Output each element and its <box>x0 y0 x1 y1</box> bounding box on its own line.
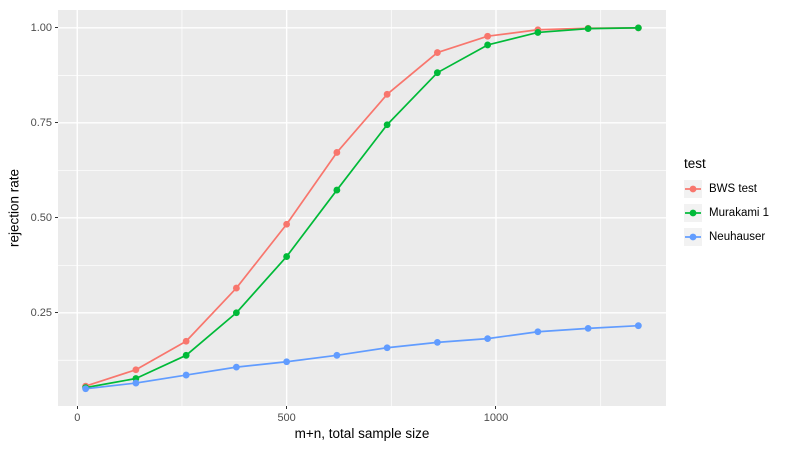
series-point-neuhauser <box>232 363 240 371</box>
series-point-neuhauser <box>634 322 642 330</box>
series-point-neuhauser <box>132 379 140 387</box>
y-tick-label: 1.00 <box>30 21 52 34</box>
series-point-bws-test <box>232 284 240 292</box>
series-point-bws-test <box>283 220 291 228</box>
legend: test BWS test Murakami 1 Neuhauser <box>684 156 769 252</box>
series-point-neuhauser <box>383 344 391 352</box>
y-tick-label: 0.25 <box>30 306 52 319</box>
series-point-murakami-1 <box>283 253 291 260</box>
legend-entry-murakami-1: Murakami 1 <box>684 204 769 222</box>
series-point-bws-test <box>182 337 190 345</box>
series-point-murakami-1 <box>333 186 341 194</box>
legend-key-swatch <box>684 204 702 222</box>
series-point-neuhauser <box>82 385 90 393</box>
series-point-bws-test <box>383 90 391 98</box>
series-point-neuhauser <box>484 335 492 343</box>
y-tick-label: 0.75 <box>30 116 52 129</box>
legend-entry-bws-test: BWS test <box>684 180 769 198</box>
y-tick-mark <box>55 27 58 29</box>
series-point-murakami-1 <box>232 309 240 317</box>
series-point-bws-test <box>333 149 341 156</box>
y-tick-mark <box>55 217 58 219</box>
series-point-neuhauser <box>433 339 441 346</box>
legend-key-glyph <box>685 209 701 217</box>
series-point-murakami-1 <box>534 29 542 36</box>
legend-key-glyph <box>685 233 701 241</box>
series-line-bws-test <box>84 27 640 387</box>
series-point-bws-test <box>433 49 441 56</box>
x-tick-mark <box>286 406 288 409</box>
legend-key-swatch <box>684 180 702 198</box>
series-point-bws-test <box>132 366 140 374</box>
legend-entry-neuhauser: Neuhauser <box>684 228 769 246</box>
plot-svg <box>58 10 666 406</box>
series-point-murakami-1 <box>182 351 190 359</box>
y-tick-mark <box>55 122 58 124</box>
x-tick-label: 0 <box>74 412 81 424</box>
series-point-neuhauser <box>182 371 190 379</box>
series-point-neuhauser <box>534 328 542 336</box>
x-tick-mark <box>495 406 497 409</box>
legend-key-point <box>689 233 697 241</box>
series-point-murakami-1 <box>484 41 492 49</box>
legend-entry-label: Neuhauser <box>709 231 766 243</box>
legend-title: test <box>684 156 706 171</box>
legend-entry-label: BWS test <box>709 183 757 195</box>
series-point-murakami-1 <box>433 69 441 77</box>
legend-entry-label: Murakami 1 <box>709 207 770 219</box>
legend-key-point <box>689 185 697 193</box>
x-tick-mark <box>76 406 78 409</box>
series-point-murakami-1 <box>584 25 592 33</box>
y-tick-mark <box>55 312 58 314</box>
series-point-neuhauser <box>283 358 291 366</box>
series-point-bws-test <box>484 32 492 40</box>
legend-key-glyph <box>685 185 701 193</box>
legend-key-swatch <box>684 228 702 246</box>
series-point-murakami-1 <box>634 24 642 32</box>
x-tick-label: 1000 <box>483 412 509 424</box>
series-line-murakami-1 <box>84 27 640 389</box>
legend-entries: BWS test Murakami 1 Neuhauser <box>684 180 769 246</box>
series-line-neuhauser <box>84 324 640 390</box>
legend-key-point <box>689 209 697 217</box>
x-axis-title: m+n, total sample size <box>294 426 430 441</box>
series-point-neuhauser <box>584 324 592 332</box>
series-point-neuhauser <box>333 351 341 359</box>
series-point-murakami-1 <box>383 121 391 129</box>
plot-panel <box>58 10 666 406</box>
x-tick-label: 500 <box>277 412 296 424</box>
y-tick-label: 0.50 <box>30 211 52 224</box>
y-axis-title: rejection rate <box>6 168 22 248</box>
